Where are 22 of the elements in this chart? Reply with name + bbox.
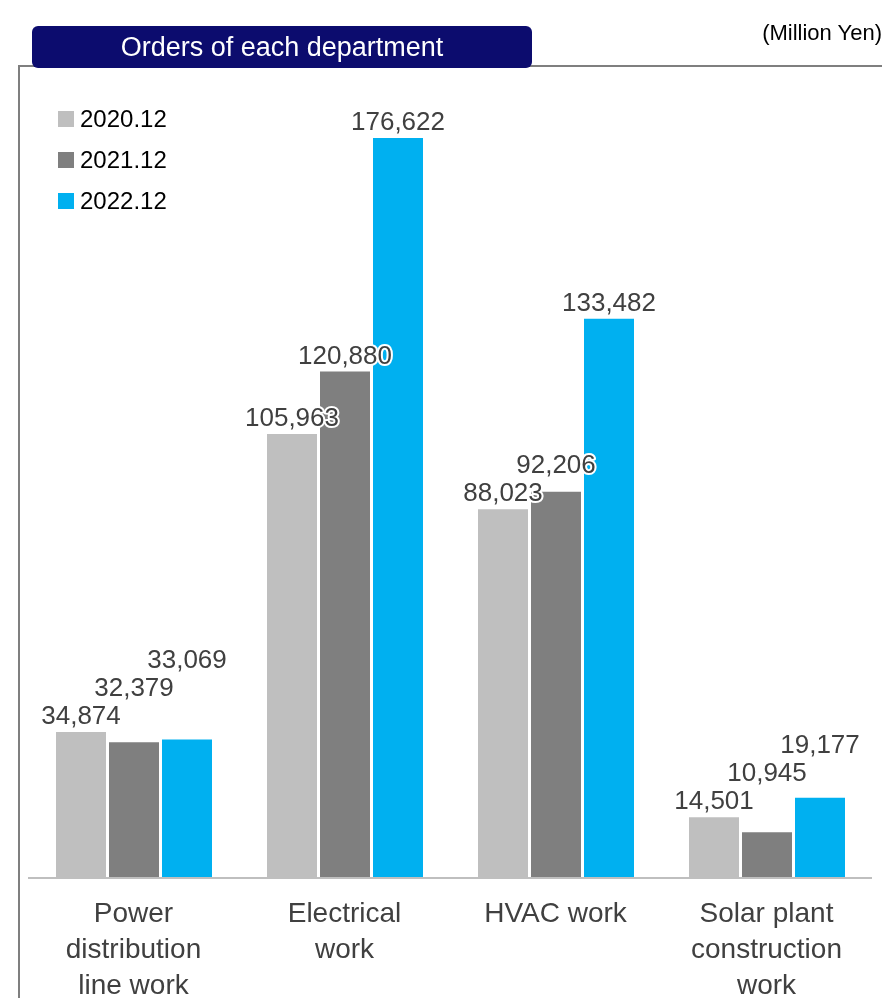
data-label: 10,945 [727,757,807,788]
x-tick-label: Power distribution line work [65,897,202,1000]
bar [795,797,845,878]
x-tick-label: HVAC work [484,897,628,928]
data-label: 32,379 [94,671,174,702]
chart-title: Orders of each department [32,26,532,68]
data-label: 19,177 [780,729,860,760]
data-label: 33,069 [147,643,227,674]
data-label: 34,874 [41,699,121,730]
x-tick-label: Electrical work [287,897,402,964]
bar [742,832,792,878]
legend-label: 2020.12 [80,104,167,133]
bar [109,742,159,878]
data-label: 88,023 [463,477,543,508]
legend-label: 2022.12 [80,186,167,215]
data-label: 176,622 [351,106,445,136]
data-label: 133,482 [562,286,656,317]
text: (Million Yen) [762,20,882,46]
data-label: 14,501 [674,785,754,816]
x-tick-label: Solar plant construction work [691,897,842,1000]
legend-label: 2021.12 [80,145,167,174]
bar [162,739,212,878]
